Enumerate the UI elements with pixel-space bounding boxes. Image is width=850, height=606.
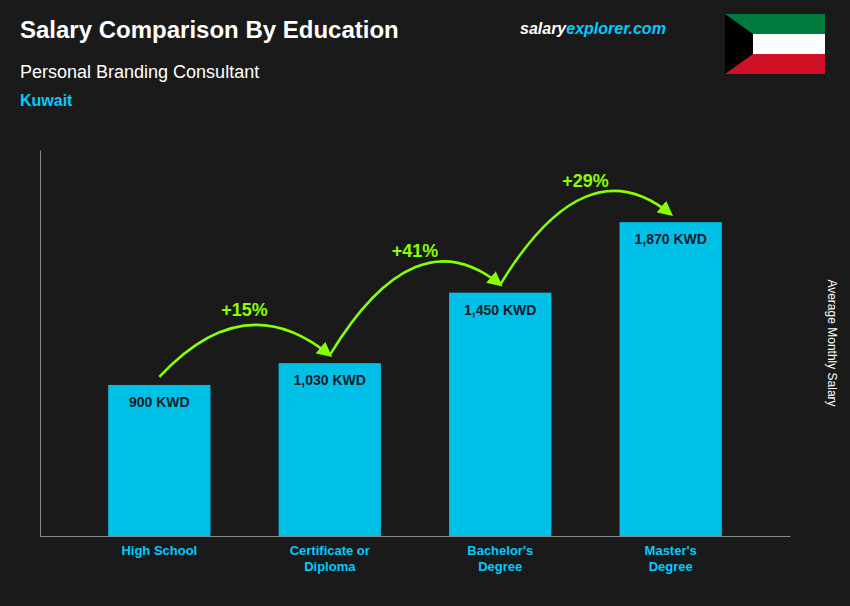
plot: High School Certificate orDiploma Bachelor… — [41, 151, 791, 574]
x-tick-label-line: Certificate or — [290, 543, 370, 558]
x-tick-label-line: Bachelor's — [467, 543, 533, 558]
x-tick: High School — [121, 543, 197, 558]
x-axis-domain — [41, 536, 791, 537]
x-tick-label: Master'sDegree — [645, 543, 697, 574]
pct-label: +41% — [392, 241, 439, 261]
y-axis-domain — [40, 151, 41, 537]
country: Kuwait — [20, 92, 73, 109]
data-label: 1,030 KWD — [294, 372, 366, 388]
pct-label: +29% — [562, 171, 609, 191]
x-tick: Certificate orDiploma — [290, 543, 370, 574]
x-tick: Master'sDegree — [645, 543, 697, 574]
bar — [620, 222, 722, 536]
x-tick: Bachelor'sDegree — [467, 543, 533, 574]
y-axis — [40, 151, 41, 537]
data-label: 1,870 KWD — [635, 231, 707, 247]
pct-arrow — [500, 191, 670, 285]
y-axis-title: Average Monthly Salary — [825, 279, 839, 406]
subtitle: Personal Branding Consultant — [20, 62, 259, 82]
bar — [449, 293, 551, 536]
x-tick-label-line: Master's — [645, 543, 697, 558]
pct-arrow — [159, 325, 329, 377]
pct-label: +15% — [221, 300, 268, 320]
bar — [108, 385, 210, 536]
x-tick-label-line: Degree — [478, 559, 522, 574]
x-tick-label: Bachelor'sDegree — [467, 543, 533, 574]
flag-trapezoid — [725, 14, 753, 74]
x-tick-label: High School — [121, 543, 197, 558]
chart: Salary Comparison By Education Personal B… — [0, 0, 850, 606]
bar — [279, 363, 381, 536]
pct-arrow — [330, 261, 500, 355]
watermark: salary — [520, 20, 567, 37]
x-tick-label-line: Diploma — [304, 559, 356, 574]
x-tick-label-line: High School — [121, 543, 197, 558]
title: Salary Comparison By Education — [20, 16, 399, 43]
watermark: explorer.com — [566, 20, 666, 37]
background — [0, 0, 850, 606]
x-tick-label: Certificate orDiploma — [290, 543, 370, 574]
flag — [725, 14, 825, 74]
bars — [108, 222, 722, 536]
x-tick-label-line: Degree — [649, 559, 693, 574]
data-label: 900 KWD — [129, 394, 190, 410]
x-axis: High School Certificate orDiploma Bachelor… — [41, 537, 791, 574]
data-label: 1,450 KWD — [464, 302, 536, 318]
